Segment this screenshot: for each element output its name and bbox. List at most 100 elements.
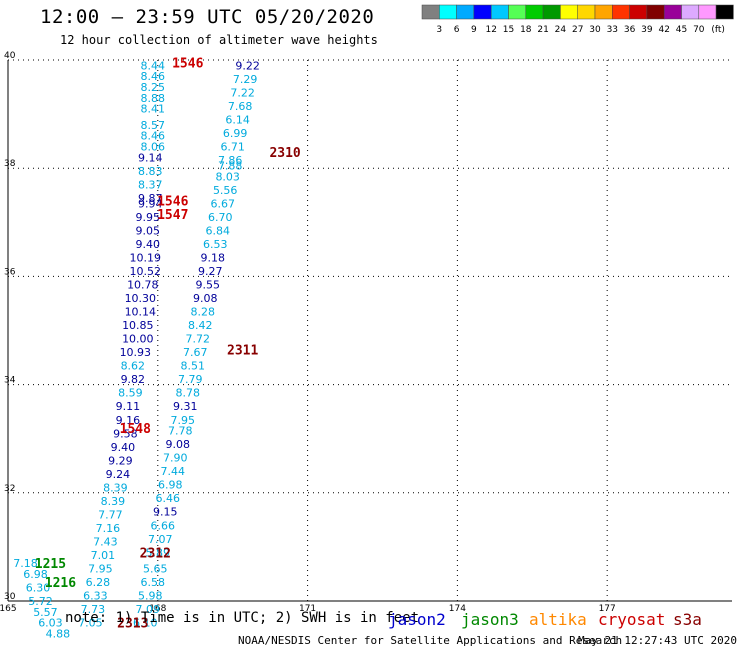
- wave-height-value: 5.57: [33, 606, 58, 619]
- wave-height-value: 7.73: [81, 603, 106, 616]
- wave-height-value: 5.98: [138, 590, 163, 603]
- colorbar-label: 45: [676, 25, 687, 35]
- colorbar-label: 42: [658, 25, 669, 35]
- x-tick-label: 165: [0, 604, 17, 614]
- color-scale-bar: 3 6 9 12 15 18 21 24 27 30 33 36 39 42 45 70 (ft): [421, 4, 734, 35]
- wave-height-value: 8.59: [118, 387, 143, 400]
- wave-height-value: 6.66: [151, 519, 176, 532]
- wave-height-value: 8.88: [141, 92, 166, 105]
- wave-height-value: 10.52: [130, 265, 162, 278]
- footnote: note: 1) Time is in UTC; 2) SWH is in fe…: [65, 610, 420, 626]
- wave-height-value: 6.67: [210, 197, 235, 210]
- wave-height-value: 8.51: [180, 360, 205, 373]
- wave-height-value: 7.44: [161, 465, 186, 478]
- wave-height-value: 9.31: [173, 400, 198, 413]
- wave-height-value: 9.40: [111, 441, 136, 454]
- wave-height-value: 6.03: [38, 617, 63, 630]
- y-tick-label: 36: [4, 267, 16, 277]
- wave-height-value: 7.72: [185, 333, 210, 346]
- wave-height-value: 7.09: [136, 603, 161, 616]
- wave-height-value: 7.67: [183, 346, 208, 359]
- colorbar-label: 33: [607, 25, 618, 35]
- wave-height-value: 7.79: [178, 373, 203, 386]
- wave-height-value: 7.05: [78, 617, 103, 630]
- y-tick-label: 34: [4, 376, 16, 386]
- wave-height-value: 8.46: [141, 130, 166, 143]
- wave-height-value: 7.22: [230, 86, 255, 99]
- chart-title: 12:00 – 23:59 UTC 05/20/2020: [40, 6, 375, 28]
- legend-altika: altika: [529, 610, 587, 629]
- pass-time-label: 1215: [35, 557, 66, 572]
- pass-time-label: 1548: [120, 422, 151, 437]
- wave-height-value: 7.01: [91, 549, 116, 562]
- wave-height-value: 5.56: [213, 184, 238, 197]
- colorbar-label: 24: [555, 25, 567, 35]
- colorbar-label: 30: [589, 25, 601, 35]
- wave-height-value: 9.11: [116, 400, 141, 413]
- wave-height-value: 10.00: [122, 333, 154, 346]
- colorbar-swatch: [715, 4, 734, 20]
- wave-height-value: 8.39: [103, 481, 128, 494]
- wave-height-value: 7.07: [148, 533, 173, 546]
- pass-time-label: 1547: [157, 208, 188, 223]
- wave-height-value: 8.28: [190, 306, 215, 319]
- wave-height-value: 6.71: [220, 141, 245, 154]
- wave-height-value: 9.16: [116, 414, 141, 427]
- colorbar-label: 27: [572, 25, 583, 35]
- chart-subtitle: 12 hour collection of altimeter wave hei…: [60, 33, 378, 47]
- wave-height-value: 10.85: [122, 319, 154, 332]
- wave-height-value: 9.27: [198, 265, 223, 278]
- wave-height-value: 8.41: [141, 103, 166, 116]
- colorbar-label: 18: [520, 25, 532, 35]
- wave-height-value: 6.70: [208, 211, 233, 224]
- wave-height-value: 8.37: [138, 178, 163, 191]
- wave-height-value: 6.14: [225, 114, 250, 127]
- wave-height-value: 6.58: [141, 576, 166, 589]
- colorbar-label: 12: [485, 25, 496, 35]
- wave-height-value: 6.84: [205, 224, 230, 237]
- wave-height-value: 7.16: [96, 522, 121, 535]
- wave-height-value: 7.78: [168, 425, 193, 438]
- wave-height-value: 5.89: [146, 546, 171, 559]
- wave-height-value: 8.44: [141, 59, 166, 72]
- wave-height-value: 10.30: [125, 292, 157, 305]
- x-tick-label: 171: [299, 604, 316, 614]
- y-tick-label: 32: [4, 484, 15, 494]
- pass-time-label: 2313: [117, 617, 148, 632]
- colorbar-label: 3: [436, 25, 442, 35]
- wave-height-value: 8.06: [141, 141, 166, 154]
- wave-height-value: 10.19: [130, 251, 162, 264]
- wave-height-value: 7.86: [218, 154, 243, 167]
- wave-height-value: 7.68: [228, 100, 253, 113]
- wave-height-value: 10.14: [125, 306, 157, 319]
- pass-time-label: 1546: [172, 57, 203, 72]
- wave-height-value: 6.99: [223, 127, 248, 140]
- wave-height-value: 7.95: [88, 563, 113, 576]
- wave-height-value: 8.57: [141, 119, 166, 132]
- wave-height-value: 7.90: [163, 452, 188, 465]
- y-tick-label: 40: [4, 51, 16, 61]
- wave-height-value: 9.94: [138, 197, 163, 210]
- wave-height-value: 9.87: [138, 192, 163, 205]
- wave-height-value: 8.78: [176, 387, 201, 400]
- wave-height-value: 7.43: [93, 535, 118, 548]
- wave-height-value: 9.14: [138, 151, 163, 164]
- wave-height-value: 4.88: [46, 627, 71, 640]
- legend-s3a: s3a: [673, 610, 702, 629]
- wave-height-value: 8.39: [101, 495, 126, 508]
- wave-height-value: 5.72: [28, 595, 53, 608]
- y-tick-label: 38: [4, 159, 16, 169]
- pass-time-label: 1216: [45, 576, 76, 591]
- colorbar-label: 70: [693, 25, 705, 35]
- wave-height-value: 9.22: [235, 59, 260, 72]
- colorbar-label: 21: [537, 25, 548, 35]
- x-tick-label: 177: [599, 604, 616, 614]
- wave-height-value: 9.55: [195, 279, 220, 292]
- generated-timestamp: May 21 12:27:43 UTC 2020: [578, 634, 737, 647]
- wave-height-value: 6.10: [133, 617, 158, 630]
- wave-height-value: 6.53: [203, 238, 228, 251]
- wave-height-value: 10.93: [120, 346, 152, 359]
- pass-time-label: 2312: [140, 546, 171, 561]
- wave-height-value: 6.33: [83, 590, 108, 603]
